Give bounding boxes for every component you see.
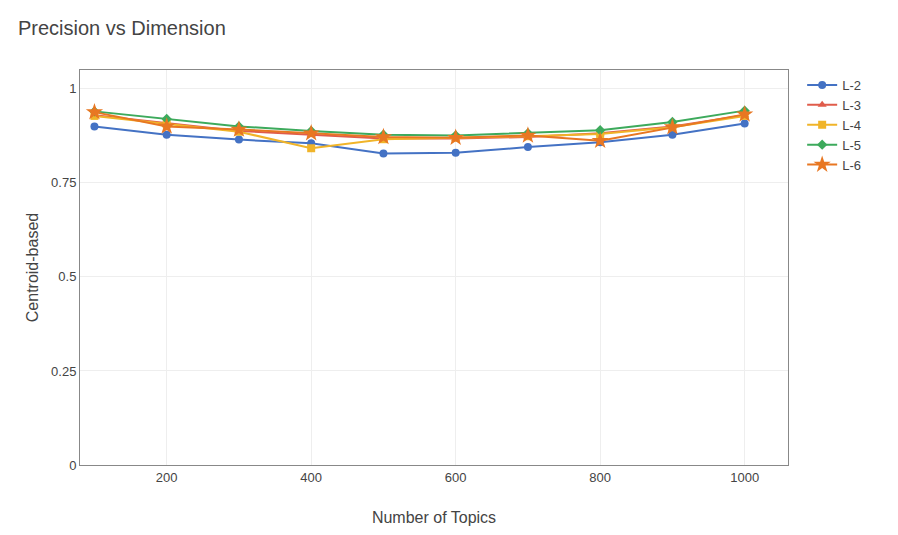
svg-text:400: 400 <box>300 470 322 485</box>
svg-text:L-4: L-4 <box>842 118 861 133</box>
svg-text:0: 0 <box>69 458 76 473</box>
svg-text:1000: 1000 <box>730 470 759 485</box>
svg-text:0.75: 0.75 <box>51 175 76 190</box>
svg-text:0.25: 0.25 <box>51 364 76 379</box>
svg-text:L-3: L-3 <box>842 98 861 113</box>
svg-text:L-5: L-5 <box>842 138 861 153</box>
svg-text:Precision vs Dimension: Precision vs Dimension <box>18 17 226 39</box>
svg-text:L-6: L-6 <box>842 158 861 173</box>
svg-text:0.5: 0.5 <box>58 269 76 284</box>
svg-text:800: 800 <box>589 470 611 485</box>
svg-text:600: 600 <box>445 470 467 485</box>
svg-text:200: 200 <box>156 470 178 485</box>
svg-text:Centroid-based: Centroid-based <box>24 213 41 322</box>
svg-text:1: 1 <box>69 81 76 96</box>
svg-text:L-2: L-2 <box>842 78 861 93</box>
svg-text:Number of Topics: Number of Topics <box>372 509 496 526</box>
